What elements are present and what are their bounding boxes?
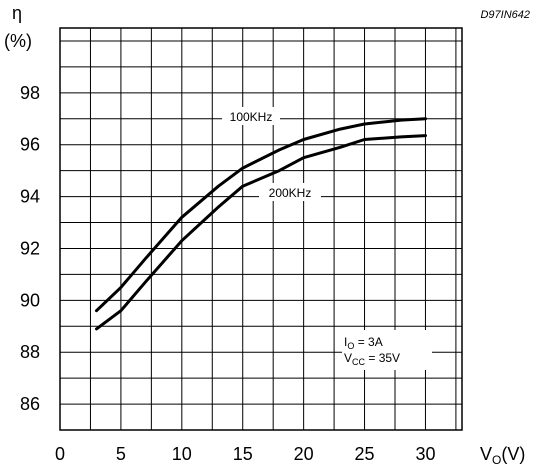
x-tick-label: 30: [415, 444, 435, 464]
y-tick-label: 90: [20, 290, 40, 310]
y-tick-label: 88: [20, 342, 40, 362]
conditions-bg: [342, 330, 432, 370]
x-tick-label: 5: [116, 444, 126, 464]
y-tick-labels: 86 88 90 92 94 96 98: [20, 83, 40, 414]
series-label-200khz: 200KHz: [269, 186, 312, 200]
x-tick-labels: 0 5 10 15 20 25 30: [55, 444, 435, 464]
y-axis-symbol: η: [12, 3, 22, 23]
x-axis-label: VO(V): [480, 444, 525, 467]
y-axis-unit: (%): [4, 31, 32, 51]
series-label-100khz: 100KHz: [230, 110, 273, 124]
x-tick-label: 15: [233, 444, 253, 464]
x-tick-label: 10: [172, 444, 192, 464]
y-tick-label: 98: [20, 83, 40, 103]
x-tick-label: 0: [55, 444, 65, 464]
y-tick-label: 92: [20, 238, 40, 258]
y-tick-label: 94: [20, 187, 40, 207]
chart-curves: [95, 117, 427, 331]
y-tick-label: 86: [20, 394, 40, 414]
x-axis-unit: (V): [501, 444, 525, 464]
label-200khz-bg: [259, 183, 321, 201]
annotation-io: IO = 3A: [344, 335, 383, 351]
series-line-100khz: [95, 117, 427, 313]
y-tick-label: 96: [20, 135, 40, 155]
label-100khz-bg: [222, 107, 280, 125]
plot-frame: [59, 27, 463, 431]
series-line-200khz: [95, 134, 427, 331]
annotation-vcc: VCC = 35V: [344, 351, 400, 367]
x-axis-subscript: O: [492, 453, 501, 467]
figure-code: D97IN642: [480, 9, 530, 21]
x-axis-symbol: V: [480, 444, 492, 464]
x-tick-label: 25: [355, 444, 375, 464]
x-tick-label: 20: [294, 444, 314, 464]
